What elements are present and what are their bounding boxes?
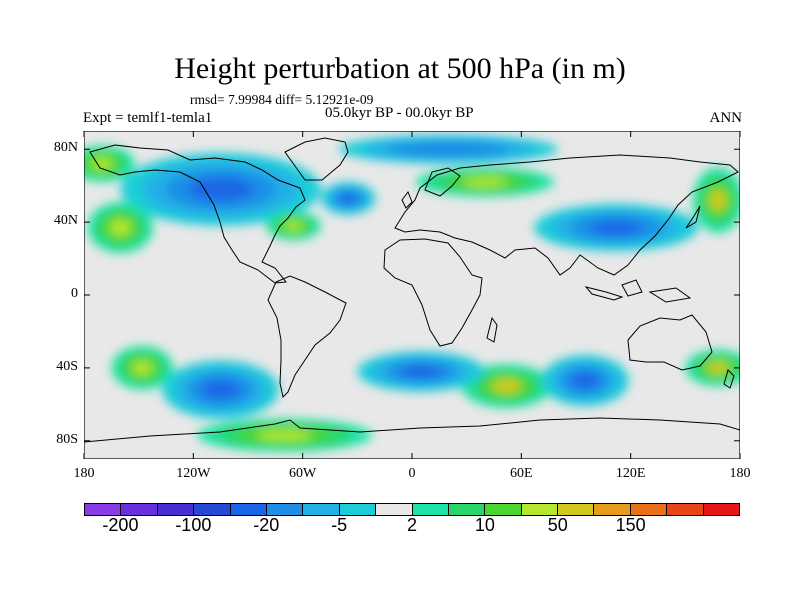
contour-level	[91, 157, 113, 170]
colorbar-label: -200	[102, 515, 139, 535]
x-tick-label: 120E	[615, 466, 646, 481]
contour-level	[109, 219, 131, 236]
colorbar-swatch	[667, 504, 704, 515]
y-tick-label: 80N	[53, 140, 78, 156]
colorbar-swatch	[85, 504, 122, 515]
contour-level	[707, 362, 729, 374]
contour-level	[462, 177, 508, 187]
anomaly-south-indian-high	[461, 364, 553, 408]
anomaly-nw-atlantic-high	[266, 211, 321, 241]
anomaly-north-pacific-high	[87, 202, 154, 254]
colorbar-swatch	[521, 504, 559, 515]
contour-level	[400, 365, 442, 378]
anomaly-antarctic-high	[196, 418, 372, 452]
experiment-label: Expt = temlf1-temla1	[83, 110, 213, 126]
colorbar-swatch	[594, 504, 631, 515]
colorbar-swatch	[303, 504, 340, 515]
x-tick-label: 180	[73, 466, 95, 481]
y-tick-label: 40S	[56, 358, 78, 374]
y-tick-label: 40N	[53, 213, 78, 229]
contour-level	[589, 219, 643, 236]
axis-ticks	[83, 131, 741, 459]
contour-level	[256, 430, 313, 441]
coastlines	[84, 137, 740, 443]
contour-level	[492, 379, 522, 394]
colorbar-label: 150	[615, 515, 646, 535]
colorbar-swatch	[121, 504, 158, 515]
colorbar-swatch	[412, 504, 449, 515]
contour-level	[709, 189, 727, 211]
x-tick-label: 60W	[289, 466, 317, 481]
contour-level	[339, 193, 357, 204]
contour-level	[284, 221, 303, 231]
colorbar-label: 50	[547, 515, 568, 535]
colorbar	[84, 503, 740, 516]
colorbar-label: -100	[175, 515, 212, 535]
x-tick-label: 180	[729, 466, 751, 481]
anomaly-australia-high	[685, 349, 740, 387]
colorbar-swatch	[230, 504, 267, 515]
colorbar-swatch	[448, 504, 486, 515]
colorbar-swatch	[558, 504, 595, 515]
anomaly-arctic-ocean-low	[339, 134, 558, 164]
colorbar-swatch	[194, 504, 231, 515]
anomaly-north-atlantic-low	[320, 182, 376, 215]
x-tick-label: 120W	[176, 466, 211, 481]
contour-level	[188, 177, 253, 201]
anomaly-south-pacific-high	[111, 346, 174, 390]
time-period: 05.0kyr BP - 00.0kyr BP	[325, 105, 474, 121]
colorbar-label: 10	[474, 515, 495, 535]
y-tick-label: 80S	[56, 431, 78, 447]
anomaly-south-atlantic-low	[357, 351, 485, 392]
plot-title: Height perturbation at 500 hPa (in m)	[174, 52, 626, 85]
colorbar-swatch	[376, 504, 413, 515]
rmsd-diff-stats: rmsd= 7.99984 diff= 5.12921e-09	[190, 92, 374, 107]
anomaly-nw-pacific-high	[692, 167, 740, 234]
anomaly-east-asia-low	[534, 203, 699, 252]
contour-level	[202, 380, 240, 400]
colorbar-swatch	[630, 504, 668, 515]
colorbar-swatch	[339, 504, 377, 515]
contour-level	[571, 372, 600, 389]
colorbar-label: 2	[406, 515, 417, 535]
colorbar-label: -5	[331, 515, 348, 535]
colorbar-label: -20	[253, 515, 280, 535]
x-tick-label: 0	[408, 466, 416, 481]
season-label: ANN	[709, 110, 743, 126]
anomaly-south-indian-low	[541, 355, 629, 407]
x-tick-label: 60E	[510, 466, 533, 481]
colorbar-swatch	[485, 504, 522, 515]
y-tick-label: 0	[71, 286, 78, 301]
contour-level	[132, 360, 153, 375]
colorbar-swatch	[703, 504, 740, 515]
colorbar-swatch	[266, 504, 304, 515]
colorbar-swatch	[157, 504, 195, 515]
anomaly-eurasia-high	[415, 167, 555, 197]
anomaly-ne-siberia-high	[84, 145, 136, 183]
anomaly-south-pacific-low	[162, 360, 279, 419]
contour-level	[413, 144, 484, 154]
